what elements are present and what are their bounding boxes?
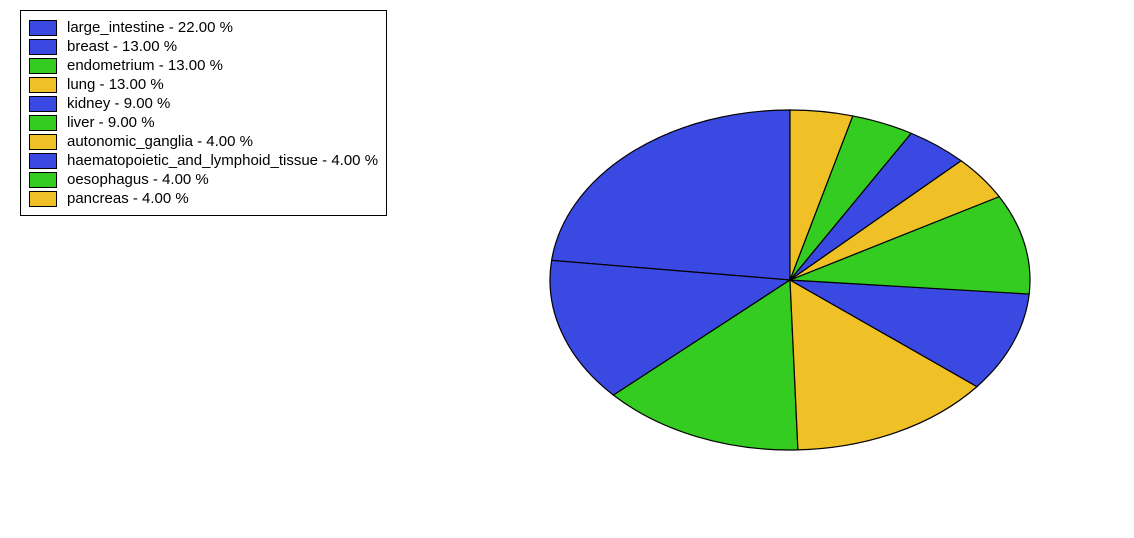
pie-chart-area [540,90,1040,470]
legend-label: pancreas - 4.00 % [67,190,189,207]
legend-row: lung - 13.00 % [29,76,378,93]
legend-label: autonomic_ganglia - 4.00 % [67,133,253,150]
legend-swatch [29,20,57,36]
legend-label: oesophagus - 4.00 % [67,171,209,188]
pie-chart-svg [540,90,1040,470]
legend-row: pancreas - 4.00 % [29,190,378,207]
legend-label: kidney - 9.00 % [67,95,170,112]
legend-swatch [29,77,57,93]
legend-label: lung - 13.00 % [67,76,164,93]
legend-swatch [29,153,57,169]
legend-row: haematopoietic_and_lymphoid_tissue - 4.0… [29,152,378,169]
legend-row: breast - 13.00 % [29,38,378,55]
legend-row: large_intestine - 22.00 % [29,19,378,36]
legend-swatch [29,172,57,188]
legend-row: endometrium - 13.00 % [29,57,378,74]
legend-swatch [29,191,57,207]
pie-slice [552,110,790,280]
legend-swatch [29,134,57,150]
legend-label: large_intestine - 22.00 % [67,19,233,36]
legend-swatch [29,39,57,55]
legend-row: autonomic_ganglia - 4.00 % [29,133,378,150]
legend-row: liver - 9.00 % [29,114,378,131]
legend-row: oesophagus - 4.00 % [29,171,378,188]
legend-label: breast - 13.00 % [67,38,177,55]
legend-box: large_intestine - 22.00 % breast - 13.00 … [20,10,387,216]
legend-label: haematopoietic_and_lymphoid_tissue - 4.0… [67,152,378,169]
legend-label: endometrium - 13.00 % [67,57,223,74]
legend-swatch [29,115,57,131]
legend-swatch [29,96,57,112]
legend-label: liver - 9.00 % [67,114,155,131]
legend-row: kidney - 9.00 % [29,95,378,112]
legend-swatch [29,58,57,74]
